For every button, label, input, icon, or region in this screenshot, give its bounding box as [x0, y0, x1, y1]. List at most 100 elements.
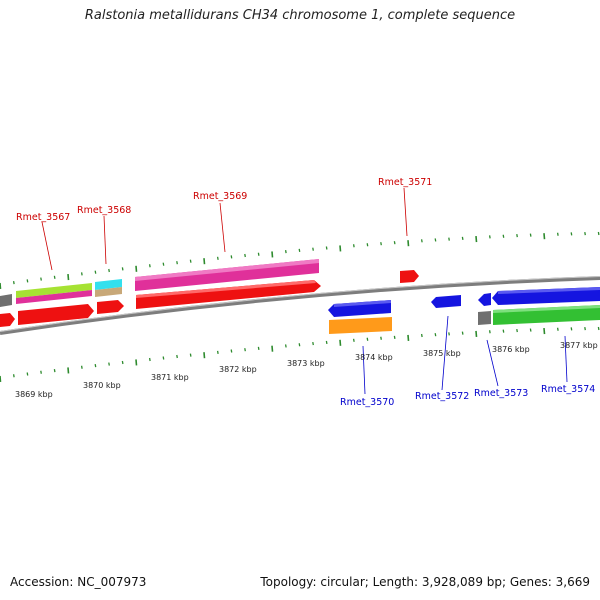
minor-tick	[434, 238, 437, 242]
minor-tick	[230, 255, 233, 259]
major-tick	[203, 352, 206, 359]
minor-tick	[53, 275, 56, 279]
gene-feature-red-left[interactable]	[0, 313, 15, 327]
gene-feature-gray-3573[interactable]	[478, 311, 491, 325]
gene-feature-red-3567[interactable]	[18, 304, 94, 325]
major-tick	[203, 258, 206, 265]
minor-tick	[298, 248, 301, 253]
minor-tick	[26, 279, 29, 283]
gene-feature-tan[interactable]	[95, 287, 122, 297]
gene-label[interactable]: Rmet_3568	[77, 205, 131, 216]
minor-tick	[80, 272, 83, 276]
minor-tick	[448, 332, 450, 336]
minor-tick	[516, 234, 518, 238]
gene-label[interactable]: Rmet_3567	[16, 212, 70, 223]
minor-tick	[298, 343, 301, 347]
kbp-tick-label: 3872 kbp	[219, 365, 257, 374]
minor-tick	[53, 368, 56, 373]
outer-tick-track	[0, 231, 600, 290]
minor-tick	[148, 264, 151, 268]
minor-tick	[216, 350, 219, 354]
minor-tick	[448, 237, 450, 241]
gene-feature-orange[interactable]	[329, 317, 392, 334]
kbp-axis-labels: 3869 kbp 3870 kbp 3871 kbp 3872 kbp 3873…	[15, 341, 598, 399]
major-tick	[0, 282, 2, 290]
gene-feature-red-3568[interactable]	[97, 300, 124, 314]
minor-tick	[584, 232, 586, 236]
major-tick	[67, 367, 70, 374]
minor-tick	[244, 348, 246, 352]
minor-tick	[94, 364, 97, 368]
accession-text: Accession: NC_007973	[10, 575, 147, 589]
minor-tick	[393, 335, 396, 339]
major-tick	[407, 240, 410, 247]
gene-label[interactable]: Rmet_3573	[474, 388, 528, 399]
minor-tick	[393, 241, 396, 245]
kbp-tick-label: 3869 kbp	[15, 390, 53, 399]
gene-feature-cyan[interactable]	[95, 279, 122, 290]
major-tick	[543, 233, 546, 240]
minor-tick	[189, 353, 192, 357]
major-tick	[543, 328, 546, 335]
gene-label[interactable]: Rmet_3570	[340, 397, 394, 408]
gene-feature-red-3569-shade[interactable]	[136, 280, 316, 298]
major-tick	[407, 334, 410, 341]
major-tick	[475, 236, 478, 243]
kbp-tick-label: 3870 kbp	[83, 381, 121, 390]
minor-tick	[597, 231, 600, 236]
feature-track-lower-2	[329, 305, 600, 334]
minor-tick	[556, 232, 559, 236]
kbp-tick-label: 3875 kbp	[423, 349, 461, 358]
minor-tick	[284, 344, 287, 348]
gene-feature-gray[interactable]	[0, 294, 12, 307]
minor-tick	[420, 239, 423, 243]
minor-tick	[366, 337, 369, 341]
map-title: Ralstonia metallidurans CH34 chromosome …	[84, 8, 516, 23]
kbp-tick-label: 3876 kbp	[492, 345, 530, 354]
minor-tick	[162, 356, 165, 360]
major-tick	[475, 330, 478, 337]
gene-feature-green-shade[interactable]	[493, 305, 600, 313]
chromosome-backbone-highlight	[0, 276, 600, 332]
minor-tick	[121, 267, 124, 271]
topology-info-text: Topology: circular; Length: 3,928,089 bp…	[260, 575, 590, 589]
minor-tick	[257, 252, 260, 256]
minor-tick	[420, 333, 423, 338]
minor-tick	[40, 277, 42, 281]
gene-feature-lime[interactable]	[16, 283, 92, 298]
gene-label[interactable]: Rmet_3574	[541, 384, 595, 395]
major-tick	[0, 375, 2, 383]
minor-tick	[556, 327, 559, 331]
gene-label[interactable]: Rmet_3571	[378, 177, 432, 188]
kbp-tick-label: 3871 kbp	[151, 373, 189, 382]
minor-tick	[434, 333, 437, 337]
minor-tick	[488, 330, 491, 334]
gene-feature-red-3569[interactable]	[136, 280, 321, 309]
gene-feature-pink-small[interactable]	[16, 290, 92, 304]
gene-feature-rmet-3569-shade[interactable]	[135, 259, 319, 281]
chromosome-backbone	[0, 276, 600, 335]
gene-feature-rmet-3570-shade[interactable]	[334, 300, 391, 307]
gene-label[interactable]: Rmet_3572	[415, 391, 469, 402]
gene-feature-rmet-3571[interactable]	[400, 270, 419, 283]
minor-tick	[529, 328, 532, 332]
major-tick	[67, 274, 70, 281]
minor-tick	[325, 246, 328, 250]
major-tick	[339, 245, 342, 252]
minor-tick	[380, 336, 382, 340]
gene-feature-rmet-3574-shade[interactable]	[498, 287, 600, 294]
minor-tick	[529, 233, 532, 237]
gene-feature-rmet-3573-blue[interactable]	[478, 293, 491, 306]
gene-feature-rmet-3572[interactable]	[431, 295, 461, 308]
minor-tick	[80, 365, 83, 369]
minor-tick	[162, 262, 165, 266]
minor-tick	[94, 270, 97, 274]
major-tick	[271, 345, 274, 352]
minor-tick	[108, 362, 110, 366]
minor-tick	[12, 281, 15, 285]
gene-label[interactable]: Rmet_3569	[193, 191, 247, 202]
minor-tick	[284, 250, 287, 254]
kbp-tick-label: 3877 kbp	[560, 341, 598, 350]
feature-track-upper	[0, 259, 419, 307]
minor-tick	[325, 340, 328, 345]
